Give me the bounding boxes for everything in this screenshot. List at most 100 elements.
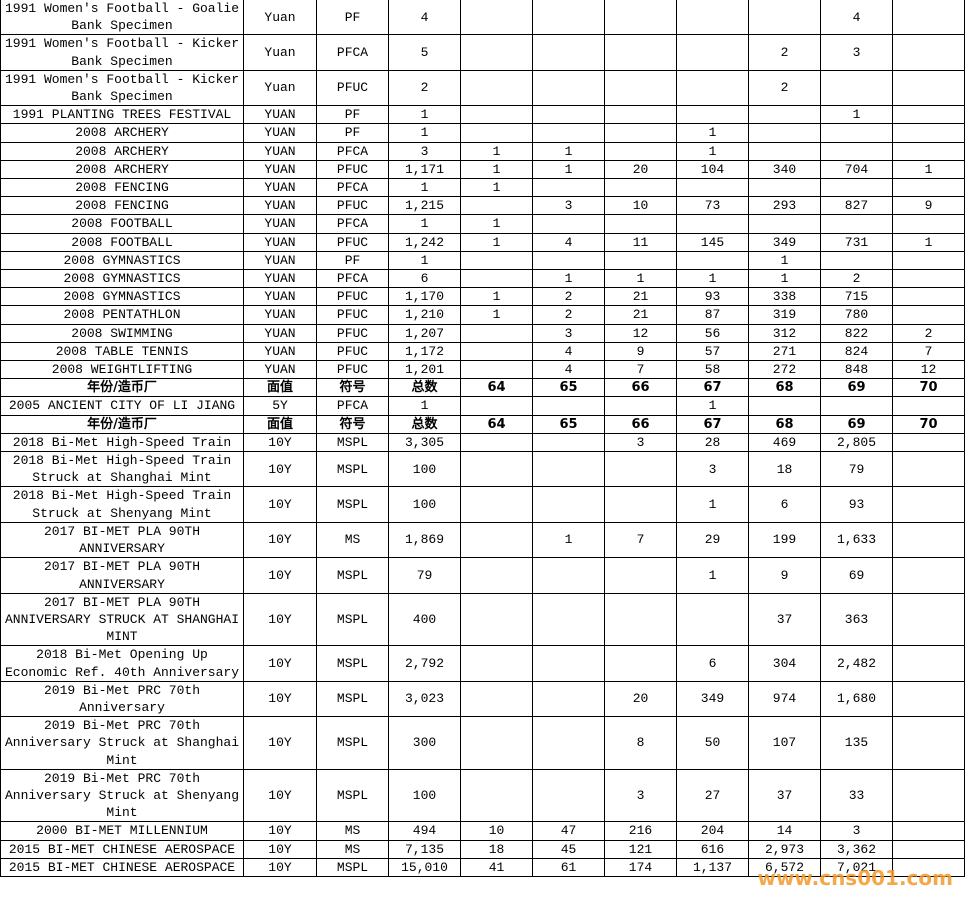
- cell: 704: [820, 159, 893, 180]
- cell: [460, 557, 533, 594]
- cell: [892, 432, 965, 453]
- cell: 2018 Bi-Met High-Speed Train: [0, 432, 244, 453]
- cell: 2017 BI-MET PLA 90TH ANNIVERSARY: [0, 557, 244, 594]
- cell: [604, 250, 677, 271]
- cell: 145: [676, 232, 749, 252]
- cell: 6: [388, 269, 461, 289]
- table-row: 1991 Women's Football - Kicker Bank Spec…: [0, 69, 965, 107]
- cell: [820, 69, 893, 107]
- cell: 29: [676, 521, 749, 559]
- cell: [460, 196, 533, 216]
- cell: 338: [748, 287, 821, 307]
- cell: [604, 34, 677, 71]
- cell: 12: [604, 323, 677, 343]
- cell: [604, 645, 677, 682]
- cell: YUAN: [243, 287, 317, 307]
- cell: Yuan: [243, 69, 317, 107]
- cell: PFCA: [316, 34, 389, 71]
- cell: 2008 WEIGHTLIFTING: [0, 360, 244, 380]
- cell: 340: [748, 159, 821, 180]
- cell: 272: [748, 360, 821, 380]
- cell: 1,215: [388, 196, 461, 216]
- cell: 827: [820, 196, 893, 216]
- cell: 2019 Bi-Met PRC 70th Anniversary Struck …: [0, 768, 244, 823]
- cell: 822: [820, 323, 893, 343]
- cell: [820, 123, 893, 143]
- cell: [532, 768, 605, 823]
- cell: PFUC: [316, 305, 389, 325]
- cell: 45: [532, 839, 605, 859]
- table-row: 2019 Bi-Met PRC 70th Anniversary Struck …: [0, 768, 965, 823]
- cell: 33: [820, 768, 893, 823]
- cell: 10Y: [243, 521, 317, 559]
- cell: 2008 FENCING: [0, 196, 244, 216]
- cell: MS: [316, 521, 389, 559]
- cell: 1: [460, 159, 533, 180]
- cell: 93: [676, 287, 749, 307]
- cell: [892, 105, 965, 125]
- header-cell: 符号: [316, 378, 389, 398]
- cell: 2008 ARCHERY: [0, 159, 244, 180]
- table-row: 1991 Women's Football - Goalie Bank Spec…: [0, 0, 965, 36]
- cell: 47: [532, 821, 605, 841]
- cell: [604, 178, 677, 198]
- cell: PFUC: [316, 360, 389, 380]
- cell: 37: [748, 768, 821, 823]
- cell: [604, 141, 677, 161]
- cell: 7: [604, 521, 677, 559]
- cell: 107: [748, 716, 821, 770]
- cell: YUAN: [243, 196, 317, 216]
- cell: 10Y: [243, 432, 317, 453]
- cell: 1: [460, 178, 533, 198]
- cell: 10Y: [243, 821, 317, 841]
- header-cell: 66: [604, 414, 677, 434]
- cell: [676, 69, 749, 107]
- cell: [892, 269, 965, 289]
- cell: 824: [820, 341, 893, 362]
- cell: [604, 123, 677, 143]
- cell: MSPL: [316, 486, 389, 523]
- cell: 10Y: [243, 857, 317, 877]
- cell: [532, 250, 605, 271]
- cell: [748, 123, 821, 143]
- cell: Yuan: [243, 34, 317, 71]
- cell: [748, 105, 821, 125]
- cell: 1: [532, 159, 605, 180]
- cell: 73: [676, 196, 749, 216]
- cell: [892, 857, 965, 877]
- cell: 3: [820, 34, 893, 71]
- table-row: 2018 Bi-Met High-Speed Train Struck at S…: [0, 486, 965, 523]
- cell: [460, 680, 533, 718]
- cell: 2018 Bi-Met High-Speed Train Struck at S…: [0, 451, 244, 488]
- cell: 293: [748, 196, 821, 216]
- cell: 100: [388, 451, 461, 488]
- cell: [460, 768, 533, 823]
- cell: 2: [892, 323, 965, 343]
- cell: 3: [676, 451, 749, 488]
- cell: [604, 451, 677, 488]
- cell: [820, 178, 893, 198]
- cell: 319: [748, 305, 821, 325]
- table-row: 2017 BI-MET PLA 90TH ANNIVERSARY 10Y MSPL 7…: [0, 557, 965, 594]
- cell: [892, 592, 965, 647]
- header-cell: 69: [820, 378, 893, 398]
- cell: [892, 287, 965, 307]
- cell: 363: [820, 592, 893, 647]
- cell: [892, 141, 965, 161]
- cell: 61: [532, 857, 605, 877]
- cell: 50: [676, 716, 749, 770]
- cell: 715: [820, 287, 893, 307]
- cell: 1: [388, 178, 461, 198]
- header-cell: 70: [892, 414, 965, 434]
- cell: [748, 214, 821, 234]
- cell: 93: [820, 486, 893, 523]
- cell: YUAN: [243, 123, 317, 143]
- cell: 7,135: [388, 839, 461, 859]
- table-row: 2008 SWIMMING YUAN PFUC 1,207 3 12 56 312 822 2: [0, 323, 965, 343]
- cell: 20: [604, 159, 677, 180]
- cell: 11: [604, 232, 677, 252]
- cell: 7,021: [820, 857, 893, 877]
- cell: 780: [820, 305, 893, 325]
- cell: [532, 645, 605, 682]
- cell: 1,170: [388, 287, 461, 307]
